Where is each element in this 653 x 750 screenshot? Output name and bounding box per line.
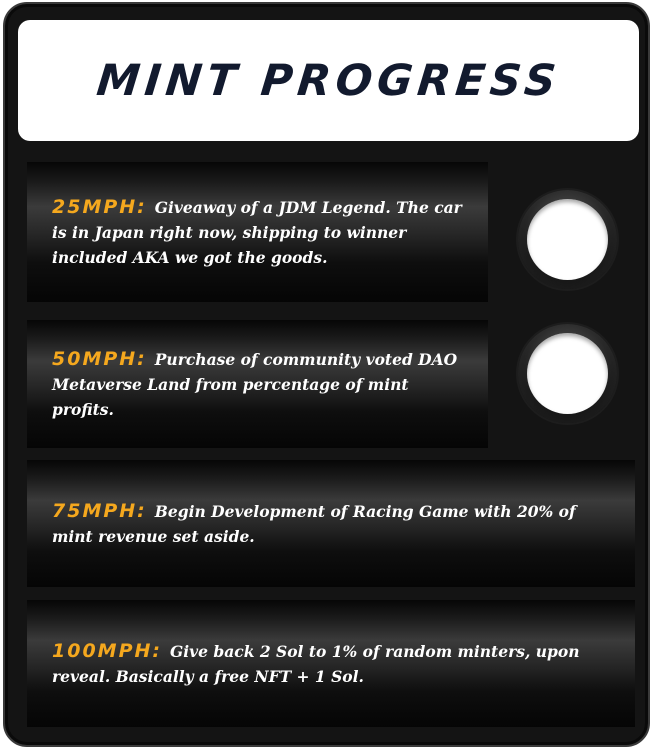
header-banner: MINT PROGRESS xyxy=(18,20,639,141)
milestone-speed-label: 100MPH: xyxy=(52,639,162,662)
milestone-speed-label: 25MPH: xyxy=(52,195,147,218)
milestone-75mph: 75MPH: Begin Development of Racing Game w… xyxy=(27,460,635,587)
milestone-speed-label: 75MPH: xyxy=(52,499,147,522)
milestone-100mph: 100MPH: Give back 2 Sol to 1% of random m… xyxy=(27,600,635,727)
milestone-description: Begin Development of Racing Game with 20… xyxy=(52,501,576,546)
milestone-status-indicator-icon xyxy=(518,190,617,289)
page-title: MINT PROGRESS xyxy=(94,55,563,106)
milestone-status-indicator-icon xyxy=(518,324,617,423)
milestone-description: Give back 2 Sol to 1% of random minters,… xyxy=(52,641,580,686)
indicator-light xyxy=(527,333,608,414)
milestone-description: Purchase of community voted DAO Metavers… xyxy=(52,349,458,419)
milestone-25mph: 25MPH: Giveaway of a JDM Legend. The car … xyxy=(27,162,488,302)
milestone-text: 75MPH: Begin Development of Racing Game w… xyxy=(52,499,615,549)
mint-progress-card: MINT PROGRESS 25MPH: Giveaway of a JDM Le… xyxy=(3,2,650,747)
milestone-speed-label: 50MPH: xyxy=(52,347,147,370)
milestone-text: 25MPH: Giveaway of a JDM Legend. The car … xyxy=(52,195,468,270)
milestone-description: Giveaway of a JDM Legend. The car is in … xyxy=(52,197,462,267)
milestone-text: 100MPH: Give back 2 Sol to 1% of random m… xyxy=(52,639,615,689)
indicator-light xyxy=(527,199,608,280)
milestone-text: 50MPH: Purchase of community voted DAO Me… xyxy=(52,347,468,422)
milestone-50mph: 50MPH: Purchase of community voted DAO Me… xyxy=(27,320,488,448)
